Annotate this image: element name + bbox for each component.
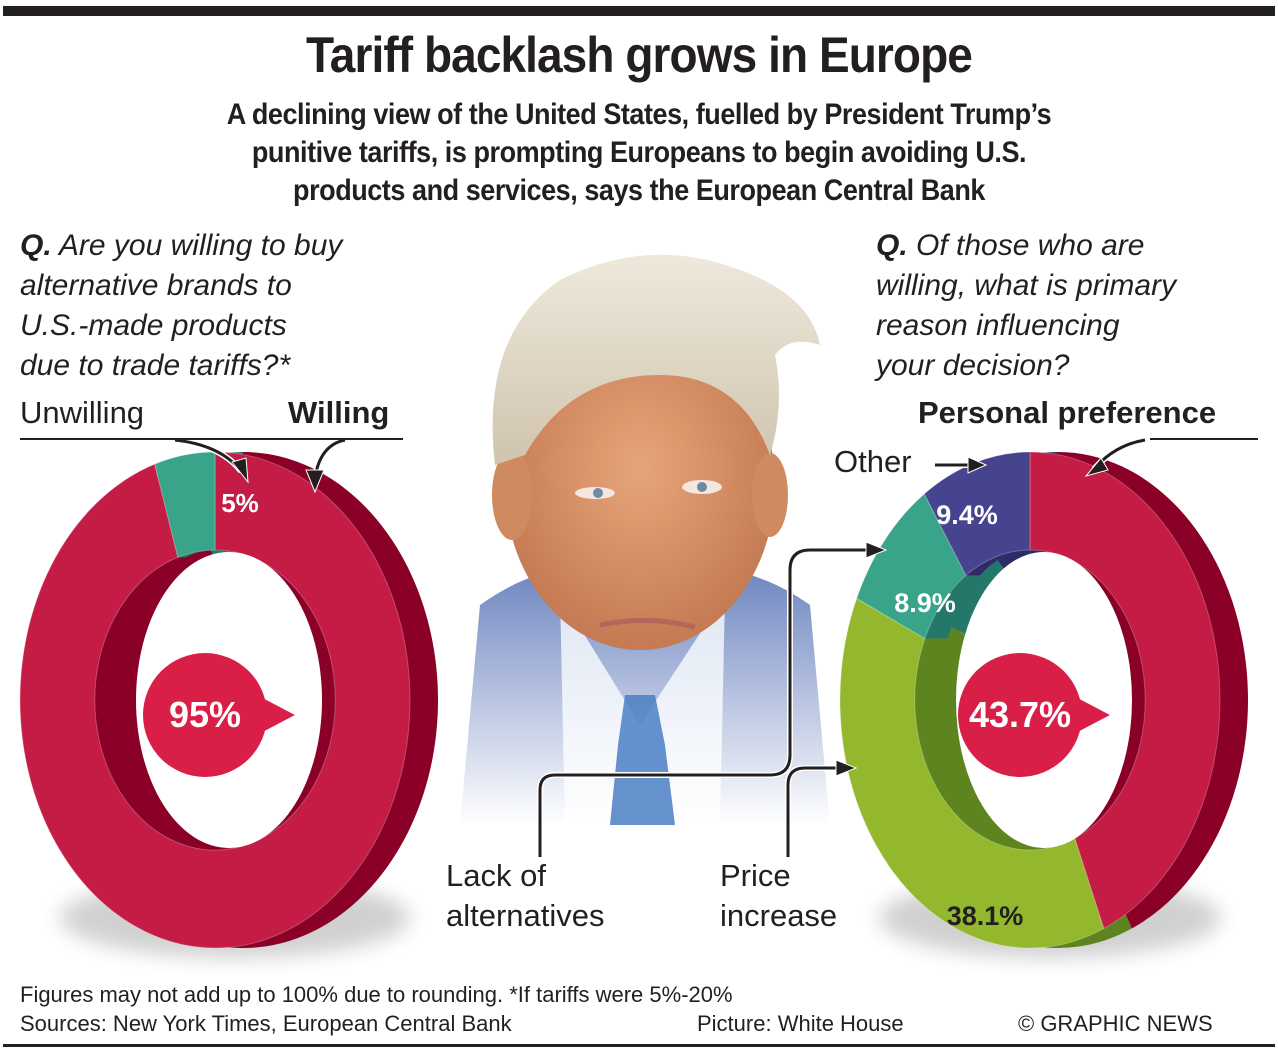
slice-willing <box>19 451 411 949</box>
question-line: alternative brands to <box>20 269 292 302</box>
bottom-rule <box>3 1044 1275 1047</box>
other-label: Other <box>834 444 912 479</box>
unwilling-label: Unwilling <box>20 395 145 430</box>
footnote: Figures may not add up to 100% due to ro… <box>20 982 733 1007</box>
subtitle-line: A declining view of the United States, f… <box>226 98 1052 131</box>
label-line: increase <box>720 898 838 933</box>
subtitle: A declining view of the United States, f… <box>64 96 1214 210</box>
slice-other <box>923 451 1031 577</box>
ear-right <box>752 453 788 537</box>
slice-label-unwilling: 5% <box>221 488 259 518</box>
willing-label: Willing <box>288 395 390 430</box>
right-question: Q. Of those who are willing, what is pri… <box>876 226 1276 386</box>
price-increase-label: Price increase <box>720 856 837 936</box>
center-bubble <box>958 653 1082 777</box>
slice-inner-wall <box>176 550 215 558</box>
question-prefix: Q. <box>876 229 908 262</box>
slice-inner-wall <box>911 638 1076 851</box>
arrow-personal-preference-head <box>1084 457 1109 477</box>
label-underline <box>20 438 403 440</box>
top-rule <box>3 6 1275 16</box>
lack-of-alternatives-label: Lack of alternatives <box>446 856 605 936</box>
tie-shape <box>610 695 675 825</box>
label-line: alternatives <box>446 898 605 933</box>
slice-label-lack-of-alternatives: 8.9% <box>894 588 956 618</box>
arrow-lack-of-alternatives <box>538 548 875 857</box>
slice-personal-preference <box>1029 451 1221 930</box>
question-line: Are you willing to buy <box>58 229 343 262</box>
question-line: Of those who are <box>916 229 1145 262</box>
question-prefix: Q. <box>20 229 52 262</box>
question-line: due to trade tariffs?* <box>20 349 291 382</box>
copyright: © GRAPHIC NEWS <box>1018 1011 1213 1036</box>
question-line: willing, what is primary <box>876 269 1177 302</box>
subtitle-line: products and services, says the European… <box>293 174 985 207</box>
arrow-lack-of-alternatives-head <box>865 541 888 559</box>
left-question: Q. Are you willing to buy alternative br… <box>20 226 440 386</box>
hair-shape <box>492 254 820 465</box>
personal-preference-label: Personal preference <box>918 395 1217 430</box>
arrow-willing-head <box>305 469 325 494</box>
question-line: your decision? <box>876 349 1070 382</box>
iris-left <box>593 488 603 498</box>
slice-inner-wall <box>922 575 980 639</box>
ear-left <box>492 450 532 540</box>
arrow-price-increase-halo <box>785 765 848 860</box>
center-value: 95% <box>169 694 241 735</box>
center-value: 43.7% <box>969 694 1071 735</box>
slice-label-price-increase: 38.1% <box>947 901 1024 931</box>
slice-price-increase <box>839 597 1105 949</box>
portrait-photo <box>460 254 830 825</box>
mouth-shape <box>599 618 696 630</box>
arrow-lack-of-alternatives-halo <box>537 547 878 860</box>
slice-unwilling <box>154 451 216 559</box>
arrow-price-increase-head <box>835 759 858 777</box>
picture-credit: Picture: White House <box>697 1011 904 1036</box>
center-bubble <box>143 653 267 777</box>
label-line: Lack of <box>446 858 546 893</box>
subtitle-line: punitive tariffs, is prompting Europeans… <box>251 136 1027 169</box>
arrow-price-increase <box>786 766 845 857</box>
label-line: Price <box>720 858 791 893</box>
question-line: U.S.-made products <box>20 309 287 342</box>
slice-inner-wall <box>964 550 1030 576</box>
sources: Sources: New York Times, European Centra… <box>20 1011 512 1036</box>
arrow-unwilling-head <box>231 457 249 484</box>
arrow-other-head <box>967 456 988 474</box>
iris-right <box>697 482 707 492</box>
slice-label-other: 9.4% <box>936 500 998 530</box>
page-title: Tariff backlash grows in Europe <box>306 27 973 83</box>
label-underline <box>1150 438 1258 440</box>
face-shape <box>505 320 775 650</box>
shirt-collar <box>560 595 725 825</box>
question-line: reason influencing <box>876 309 1120 342</box>
